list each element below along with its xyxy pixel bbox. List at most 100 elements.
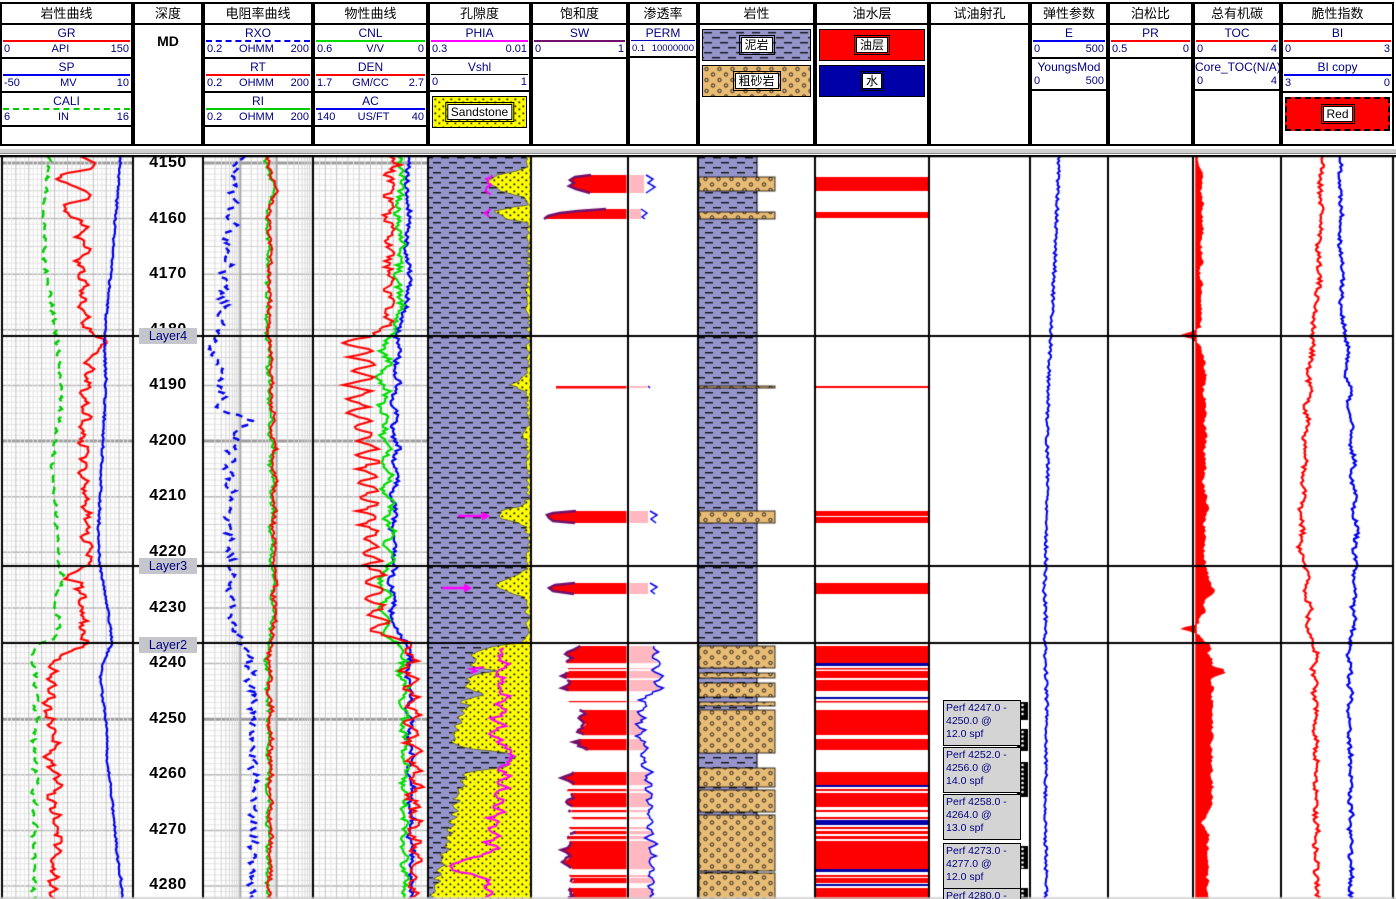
layer-marker-layer4[interactable]: Layer4 bbox=[139, 328, 197, 344]
track-title-poisson[interactable]: 泊松比 bbox=[1110, 4, 1191, 25]
scale-right: 4 bbox=[1270, 75, 1277, 87]
scale-unit bbox=[438, 75, 521, 90]
scale-unit: OHMM bbox=[239, 111, 274, 123]
curve-box-perm[interactable]: PERM 0.1 10000000 bbox=[630, 25, 696, 58]
perf-annotation-box[interactable]: Perf 4280.0 - bbox=[943, 888, 1021, 899]
curve-box-youngsmod[interactable]: YoungsMod 0 500 bbox=[1032, 59, 1106, 91]
curve-name: BI bbox=[1331, 26, 1344, 40]
curve-scale-values: 0.2 OHMM 200 bbox=[205, 110, 311, 125]
scale-unit: API bbox=[51, 43, 70, 55]
legend-swatch-brittleness-0[interactable]: Red bbox=[1285, 97, 1390, 131]
curve-box-toc[interactable]: TOC 0 4 bbox=[1195, 25, 1279, 59]
curve-name: CALI bbox=[53, 94, 80, 108]
perf-annotation-box[interactable]: Perf 4252.0 -4256.0 @14.0 spf bbox=[943, 747, 1021, 793]
swatch-label: 粗砂岩 bbox=[732, 71, 781, 91]
legend-swatch-lithology-0[interactable]: 泥岩 bbox=[702, 29, 811, 61]
scale-right: 150 bbox=[110, 43, 129, 55]
curve-line-sample bbox=[1033, 40, 1105, 42]
layer-marker-layer2[interactable]: Layer2 bbox=[139, 637, 197, 653]
curve-box-rxo[interactable]: RXO 0.2 OHMM 200 bbox=[205, 25, 311, 59]
curve-box-rt[interactable]: RT 0.2 OHMM 200 bbox=[205, 59, 311, 93]
curve-line-sample bbox=[3, 74, 130, 76]
scale-left: 0.2 bbox=[207, 111, 223, 123]
curve-scale-values: 0.5 0 bbox=[1110, 42, 1191, 57]
perf-annotation-line: 12.0 spf bbox=[946, 728, 984, 740]
curve-box-cali[interactable]: CALI 6 IN 16 bbox=[2, 93, 131, 127]
depth-tick-label: 4170 bbox=[149, 265, 187, 282]
track-title-oil-water[interactable]: 油水层 bbox=[817, 4, 927, 25]
track-title-lithology[interactable]: 岩性 bbox=[700, 4, 813, 25]
curve-box-e[interactable]: E 0 500 bbox=[1032, 25, 1106, 59]
scale-unit bbox=[1291, 42, 1384, 57]
layer-marker-layer3[interactable]: Layer3 bbox=[139, 558, 197, 574]
scale-right: 40 bbox=[411, 111, 424, 123]
scale-unit: V/V bbox=[366, 43, 384, 55]
perf-annotation-line: 13.0 spf bbox=[946, 822, 984, 834]
scale-left: 0.2 bbox=[207, 77, 223, 89]
curve-box-gr[interactable]: GR 0 API 150 bbox=[2, 25, 131, 59]
scale-left: 0.3 bbox=[432, 43, 448, 55]
track-title-res-curves[interactable]: 电阻率曲线 bbox=[205, 4, 311, 25]
log-canvas[interactable] bbox=[0, 155, 1396, 899]
track-title-brittleness[interactable]: 脆性指数 bbox=[1283, 4, 1392, 25]
swatch-label: 水 bbox=[859, 71, 885, 91]
curve-box-bi[interactable]: BI 0 3 bbox=[1283, 25, 1392, 59]
scale-right: 0 bbox=[417, 43, 424, 55]
scale-left: 0 bbox=[1197, 43, 1204, 55]
track-title-elastic[interactable]: 弹性参数 bbox=[1032, 4, 1106, 25]
track-title-test-perforation[interactable]: 试油射孔 bbox=[931, 4, 1028, 25]
track-title-saturation[interactable]: 饱和度 bbox=[533, 4, 626, 25]
curve-line-sample bbox=[3, 40, 130, 42]
log-overlays: 4150416041704180419042004210422042304240… bbox=[0, 155, 1396, 899]
curve-box-ac[interactable]: AC 140 US/FT 40 bbox=[315, 93, 426, 127]
curve-line-sample bbox=[1196, 40, 1278, 42]
curve-box-pr[interactable]: PR 0.5 0 bbox=[1110, 25, 1191, 59]
track-title-depth[interactable]: 深度 bbox=[135, 4, 201, 25]
curve-line-sample bbox=[206, 108, 310, 110]
curve-box-den[interactable]: DEN 1.7 GM/CC 2.7 bbox=[315, 59, 426, 93]
curve-name: PHIA bbox=[465, 26, 494, 40]
scale-unit bbox=[1127, 42, 1183, 57]
track-title-porosity[interactable]: 孔隙度 bbox=[430, 4, 529, 25]
curve-line-sample bbox=[316, 40, 425, 42]
perf-annotation-line: 14.0 spf bbox=[946, 775, 984, 787]
scale-right: 500 bbox=[1085, 43, 1104, 55]
legend-swatch-porosity-0[interactable]: Sandstone bbox=[432, 96, 527, 128]
curve-box-bi-copy[interactable]: BI copy 3 0 bbox=[1283, 59, 1392, 93]
curve-name: Core_TOC(N/A) bbox=[1195, 60, 1279, 74]
curve-line-sample bbox=[431, 40, 528, 42]
curve-box-sp[interactable]: SP -50 MV 10 bbox=[2, 59, 131, 93]
curve-box-ri[interactable]: RI 0.2 OHMM 200 bbox=[205, 93, 311, 127]
legend-swatch-lithology-1[interactable]: 粗砂岩 bbox=[702, 65, 811, 97]
curve-box-core-toc-n-a-[interactable]: Core_TOC(N/A) 0 4 bbox=[1195, 59, 1279, 91]
perf-annotation-box[interactable]: Perf 4258.0 -4264.0 @13.0 spf bbox=[943, 794, 1021, 840]
track-title-prop-curves[interactable]: 物性曲线 bbox=[315, 4, 426, 25]
curve-line-sample bbox=[631, 40, 695, 41]
scale-left: -50 bbox=[4, 77, 20, 89]
track-title-toc[interactable]: 总有机碳 bbox=[1195, 4, 1279, 25]
header-separator bbox=[0, 149, 1396, 154]
curve-box-sw[interactable]: SW 0 1 bbox=[533, 25, 626, 59]
track-title-permeability[interactable]: 渗透率 bbox=[630, 4, 696, 25]
scale-right: 200 bbox=[290, 43, 309, 55]
scale-unit: US/FT bbox=[357, 111, 390, 123]
perf-annotation-box[interactable]: Perf 4273.0 -4277.0 @12.0 spf bbox=[943, 843, 1021, 889]
perf-annotation-line: Perf 4252.0 - bbox=[946, 749, 1007, 761]
curve-name: CNL bbox=[358, 26, 383, 40]
scale-left: 0 bbox=[1197, 75, 1204, 87]
curve-box-cnl[interactable]: CNL 0.6 V/V 0 bbox=[315, 25, 426, 59]
log-plot-area[interactable]: 4150416041704180419042004210422042304240… bbox=[0, 155, 1396, 899]
scale-unit bbox=[1040, 42, 1086, 57]
curve-box-phia[interactable]: PHIA 0.3 0.01 bbox=[430, 25, 529, 59]
curve-name: BI copy bbox=[1317, 60, 1358, 74]
curve-box-vshl[interactable]: Vshl 0 1 bbox=[430, 59, 529, 92]
legend-swatch-oil-water-1[interactable]: 水 bbox=[819, 65, 925, 97]
legend-swatch-oil-water-0[interactable]: 油层 bbox=[819, 29, 925, 61]
track-title-lith-curves[interactable]: 岩性曲线 bbox=[2, 4, 131, 25]
perf-annotation-box[interactable]: Perf 4247.0 -4250.0 @12.0 spf bbox=[943, 700, 1021, 746]
curve-name: E bbox=[1064, 26, 1073, 40]
